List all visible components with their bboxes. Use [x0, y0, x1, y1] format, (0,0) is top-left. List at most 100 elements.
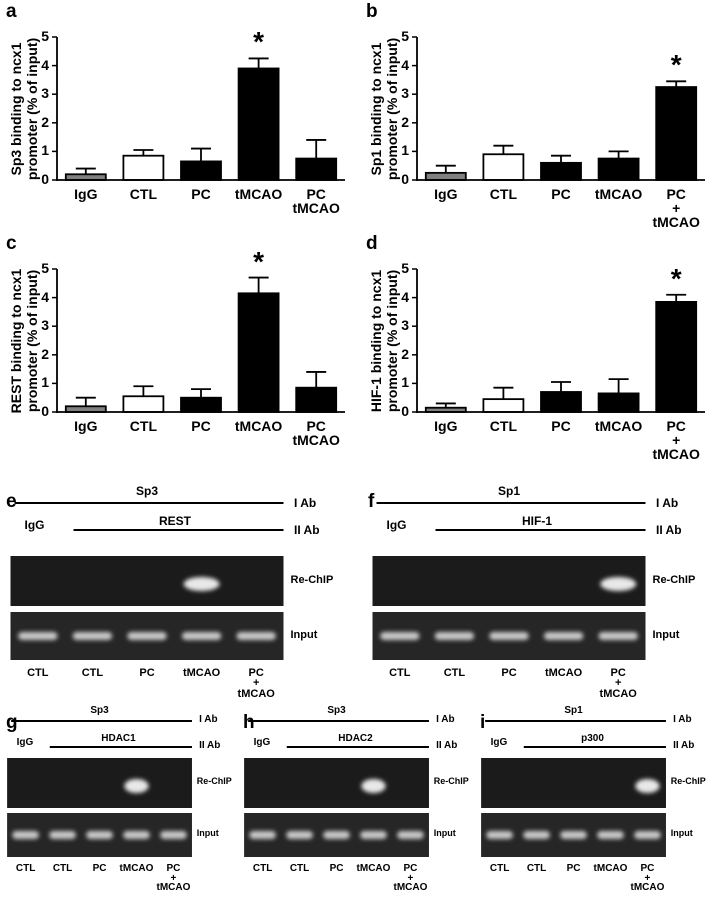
panel-letter: f [368, 491, 375, 512]
rule-label: II Ab [673, 740, 695, 751]
bar [295, 157, 338, 181]
bar [180, 396, 222, 413]
rechip-gel [7, 758, 192, 808]
gel-panel: i Sp1 I Ab IgG p300 II Ab Re-ChIP Input CTL CTL PC… [474, 700, 711, 900]
bar [540, 391, 582, 413]
rule-label: I Ab [199, 714, 218, 725]
x-tick-label: tMCAO [594, 186, 643, 202]
bar [482, 398, 525, 413]
y-tick-label: 4 [41, 56, 49, 73]
panel-graphics [7, 720, 192, 857]
panel-letter: g [6, 712, 18, 733]
lane-label: CTL [252, 863, 273, 874]
rechip-band [600, 577, 637, 591]
y-tick-label: 2 [401, 345, 409, 362]
panel-letter: d [366, 233, 378, 254]
x-tick-label: IgG [74, 186, 98, 202]
input-band [18, 632, 58, 640]
bar [655, 86, 698, 181]
rule-label: I Ab [656, 496, 679, 510]
gel-label: Re-ChIP [290, 574, 334, 586]
panel-letter: i [480, 712, 486, 733]
lane-label: CTL [526, 863, 547, 874]
bar [237, 292, 280, 413]
rule-label: I Ab [673, 714, 692, 725]
rechip-gel [372, 556, 646, 606]
lane-label: PC [329, 863, 344, 874]
panel-graphics [481, 720, 666, 857]
y-tick-label: 1 [401, 374, 409, 391]
bar [237, 67, 280, 181]
y-tick-label: 0 [401, 403, 409, 419]
lane-label: CTL [81, 667, 104, 679]
y-tick-label: 0 [41, 403, 49, 419]
gel-label: Re-ChIP [196, 776, 232, 786]
secondary-antibody: p300 [581, 733, 604, 744]
bar [597, 392, 640, 413]
y-tick-label: 4 [41, 288, 49, 305]
y-tick-label: 5 [401, 28, 409, 44]
control-antibody: IgG [386, 518, 407, 532]
primary-antibody: Sp1 [564, 705, 583, 716]
lane-label: PC + tMCAO [156, 863, 191, 893]
y-tick-label: 4 [401, 56, 409, 73]
primary-antibody: Sp3 [327, 705, 346, 716]
x-tick-label: PC + tMCAO [652, 418, 700, 462]
x-tick-label: tMCAO [594, 418, 643, 434]
input-band [249, 831, 276, 839]
lane-label: CTL [27, 667, 49, 679]
input-band [397, 831, 424, 839]
lane-label: tMCAO [119, 863, 154, 874]
input-band [543, 632, 584, 640]
input-band [634, 831, 661, 839]
panel-graphics [10, 502, 284, 660]
lane-label: PC [501, 667, 517, 679]
panel-graphics [412, 36, 705, 181]
lane-label: CTL [52, 863, 73, 874]
control-antibody: IgG [16, 737, 34, 748]
y-tick-label: 5 [41, 28, 49, 44]
rule-label: II Ab [436, 740, 458, 751]
bar [482, 153, 525, 181]
bar [295, 386, 338, 413]
bar [180, 160, 222, 181]
lane-label: PC + tMCAO [630, 863, 665, 893]
control-antibody: IgG [253, 737, 271, 748]
x-tick-label: tMCAO [234, 418, 283, 434]
y-tick-label: 2 [401, 113, 409, 130]
y-tick-label: 5 [401, 260, 409, 276]
y-tick-label: 3 [401, 85, 409, 102]
input-band [160, 831, 187, 839]
input-band [360, 831, 387, 839]
input-band [12, 831, 39, 839]
rechip-gel [10, 556, 284, 606]
panel-graphics [52, 268, 345, 413]
input-band [181, 632, 222, 640]
y-tick-label: 4 [401, 288, 409, 305]
lane-label: CTL [289, 863, 310, 874]
bar [122, 395, 165, 413]
input-band [597, 831, 624, 839]
panel-letter: e [6, 491, 17, 512]
bar-chart: c REST binding to ncx1 promoter (% of inp… [0, 232, 350, 462]
lane-label: tMCAO [356, 863, 391, 874]
primary-antibody: Sp1 [497, 484, 520, 498]
gel-label: Input [652, 629, 680, 641]
secondary-antibody: HDAC1 [101, 733, 136, 744]
y-tick-label: 3 [41, 85, 49, 102]
bar [597, 157, 640, 181]
lane-label: tMCAO [593, 863, 628, 874]
input-band [434, 632, 475, 640]
x-tick-label: PC + tMCAO [652, 186, 700, 230]
gel-panel: h Sp3 I Ab IgG HDAC2 II Ab Re-ChIP Input CTL CTL P… [237, 700, 474, 900]
input-band [560, 831, 587, 839]
gel-panel: e Sp3 I Ab IgG REST II Ab Re-ChIP Input CTL CTL PC… [0, 478, 350, 699]
rechip-band [124, 779, 149, 793]
x-tick-label: PC [551, 186, 571, 202]
gel-label: Re-ChIP [433, 776, 469, 786]
lane-label: PC [92, 863, 107, 874]
lane-label: CTL [15, 863, 36, 874]
primary-antibody: Sp3 [135, 484, 158, 498]
lane-label: tMCAO [544, 667, 583, 679]
